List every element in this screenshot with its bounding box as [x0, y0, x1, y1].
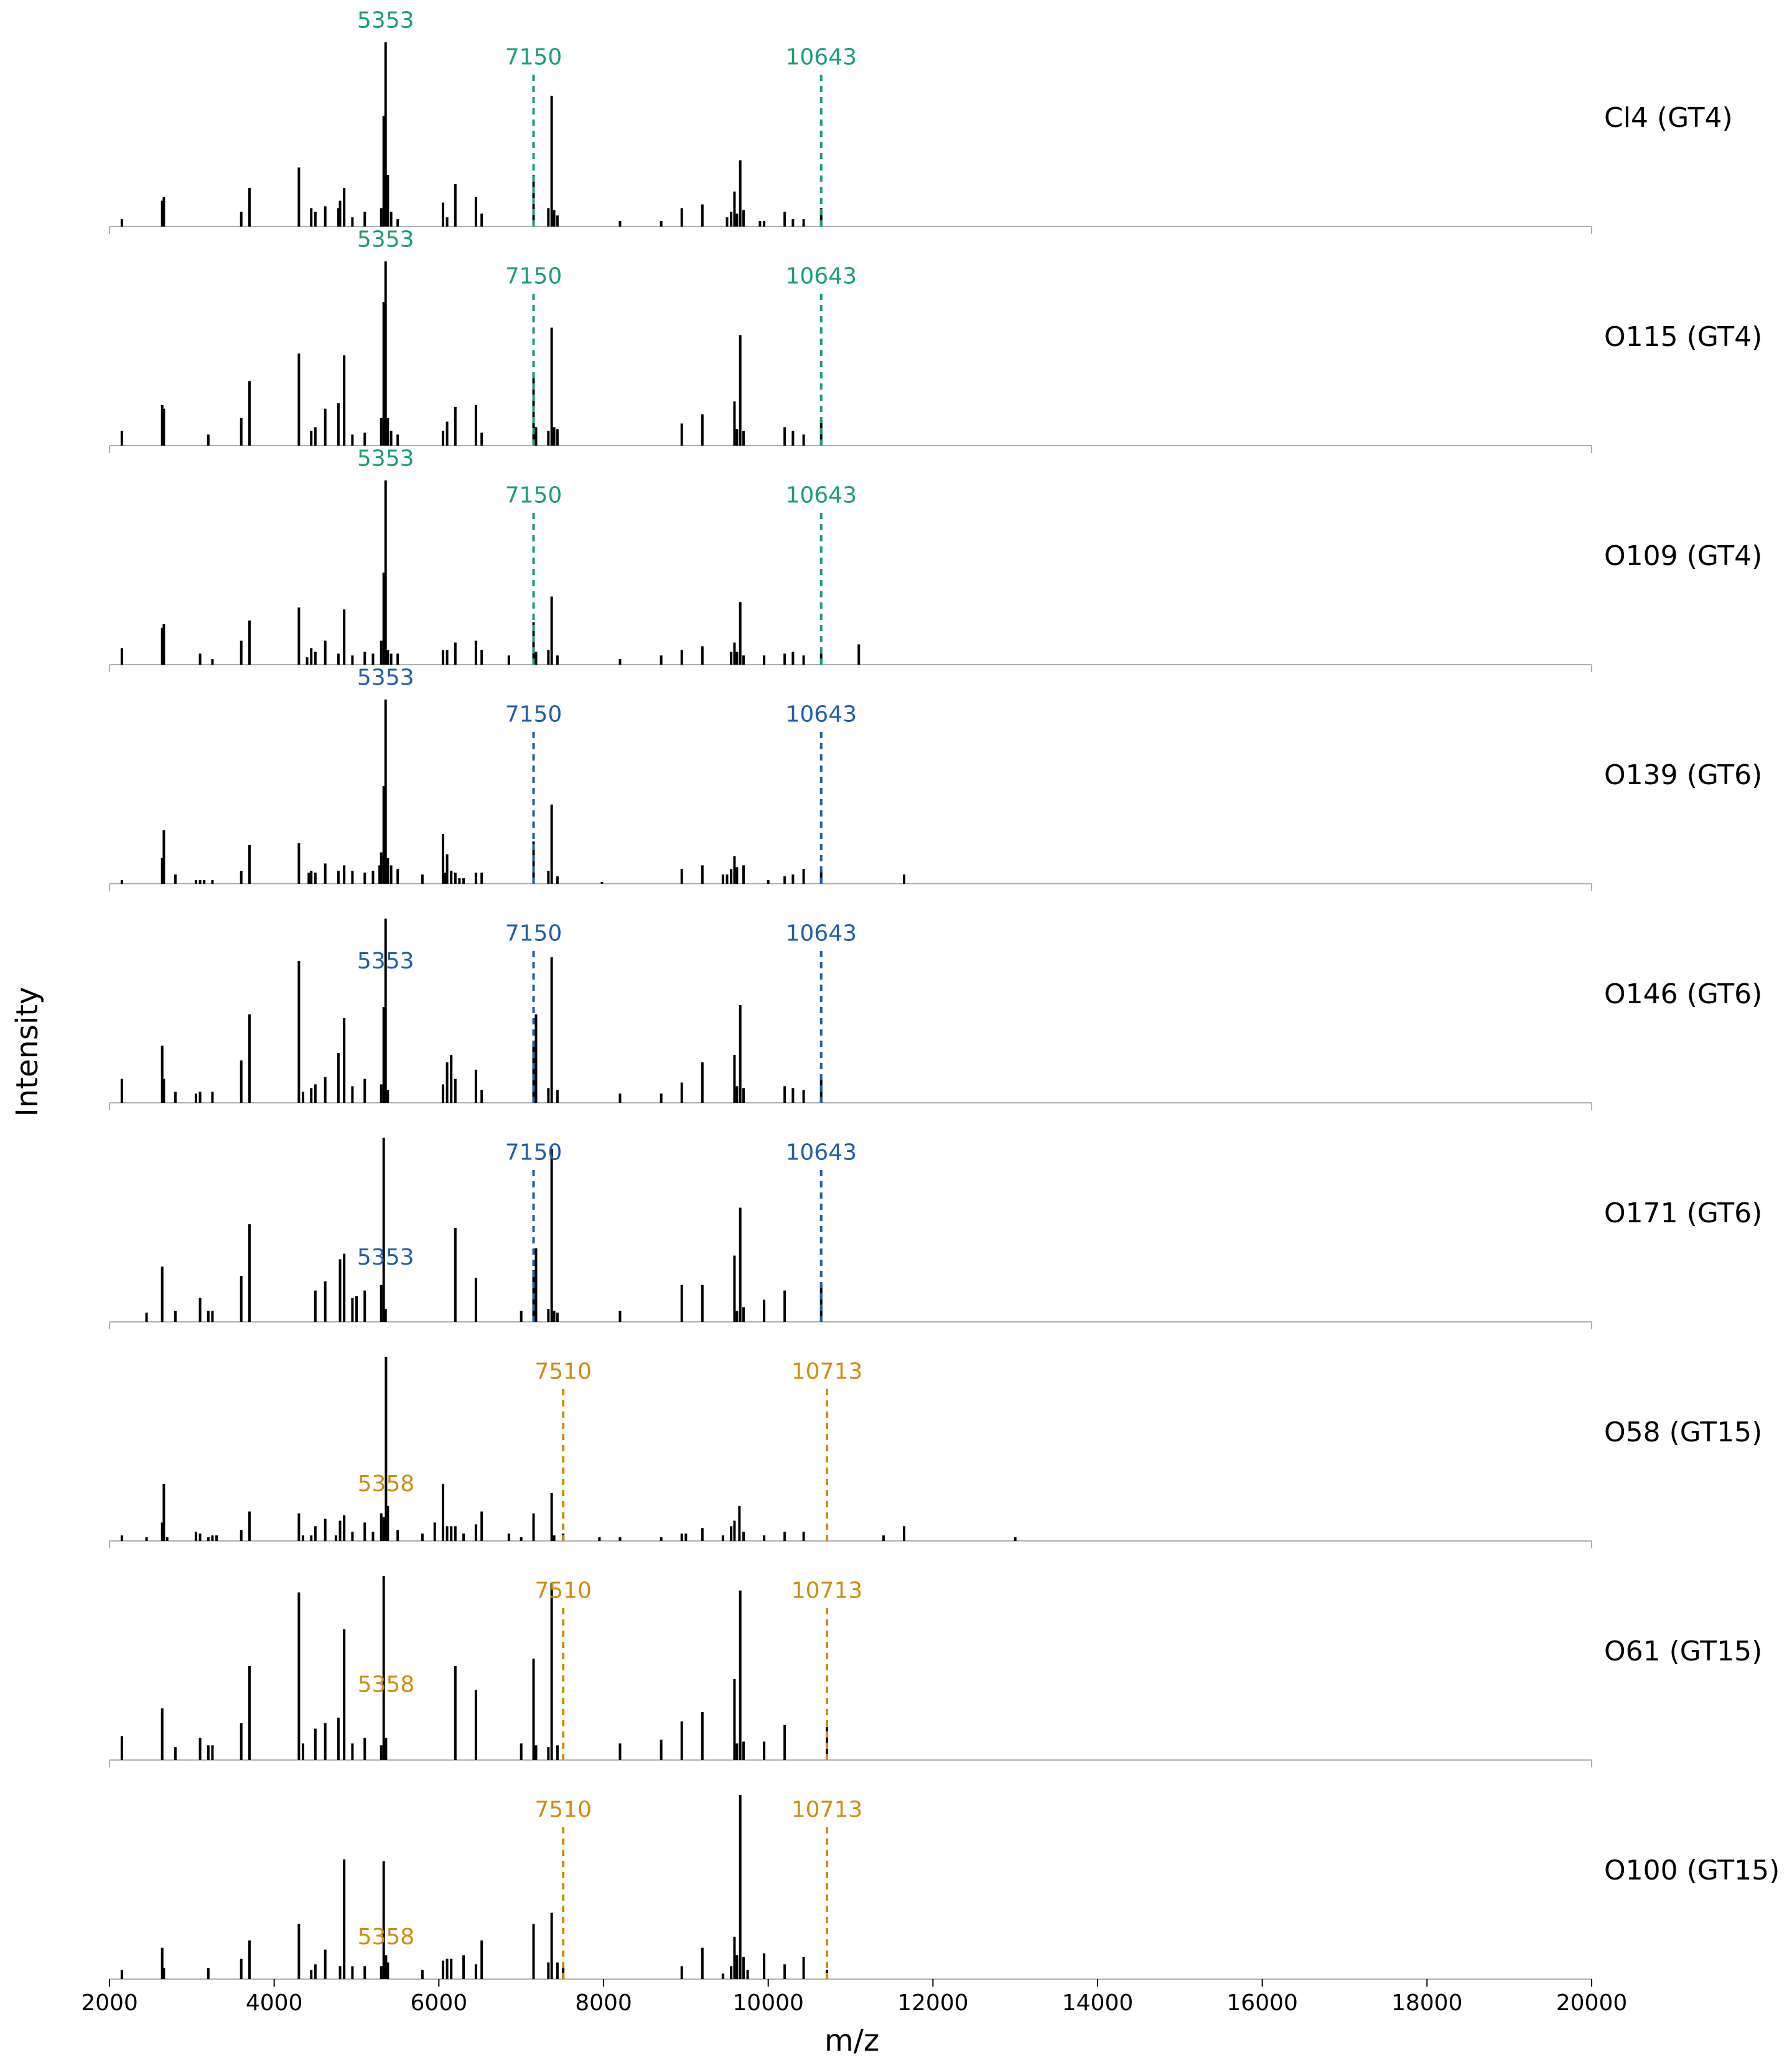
x-tick-label: 8000 [575, 1990, 632, 2016]
marker-label: 10643 [785, 483, 857, 508]
marker-label: 10643 [785, 264, 857, 289]
panel-label: O100 (GT15) [1604, 1855, 1780, 1886]
panel-label: O146 (GT6) [1604, 978, 1762, 1010]
marker-label: 5358 [358, 1672, 415, 1697]
x-axis: 2000 4000 6000 8000 10000 12000 14000 16000 1800… [81, 1979, 1627, 2016]
x-tick-label: 20000 [1556, 1990, 1628, 2016]
x-tick-label: 2000 [81, 1990, 138, 2016]
marker-label: 5353 [357, 7, 414, 33]
x-tick-label: 10000 [732, 1990, 804, 2016]
spectrum-panel: 5353 7150 10643 O115 (GT4) [109, 227, 1762, 453]
x-tick-label: 12000 [897, 1990, 969, 2016]
y-axis-title: Intensity [10, 987, 45, 1117]
marker-label: 7150 [505, 702, 562, 728]
x-tick-label: 14000 [1062, 1990, 1134, 2016]
panel-label: O61 (GT15) [1604, 1636, 1762, 1667]
marker-label: 10713 [791, 1578, 863, 1604]
marker-label: 10713 [791, 1797, 863, 1823]
panel-label: O139 (GT6) [1604, 759, 1762, 791]
spectrum-panel: 5353 7150 10643 O109 (GT4) [109, 446, 1762, 672]
x-axis-title: m/z [824, 2023, 879, 2058]
marker-label: 10713 [791, 1359, 863, 1385]
marker-label: 7150 [505, 45, 562, 70]
marker-label: 7510 [534, 1359, 592, 1385]
x-tick-label: 18000 [1391, 1990, 1463, 2016]
marker-label: 10643 [785, 45, 857, 70]
marker-label: 5353 [357, 446, 414, 471]
marker-label: 7150 [505, 921, 562, 947]
spectrum-panel: 5353 7150 10643 O139 (GT6) [109, 665, 1762, 891]
spectrum-panel: 5358 7510 10713 O100 (GT15) [109, 1795, 1780, 1987]
spectrum-panel: 5353 7150 10643 O171 (GT6) [109, 1138, 1762, 1329]
spectrum-panel: 5358 7510 10713 O58 (GT15) [109, 1357, 1762, 1548]
marker-label: 5358 [358, 1471, 415, 1497]
marker-label: 7150 [505, 483, 562, 508]
marker-label: 5353 [357, 948, 414, 974]
x-tick-label: 16000 [1226, 1990, 1298, 2016]
spectrum-panel: 5353 7150 10643 Cl4 (GT4) [109, 7, 1733, 234]
spectrum-panel: 5358 7510 10713 O61 (GT15) [109, 1576, 1762, 1767]
panel-label: Cl4 (GT4) [1604, 102, 1733, 134]
marker-label: 5353 [357, 1245, 414, 1270]
marker-label: 5353 [357, 665, 414, 690]
x-tick-label: 4000 [246, 1990, 303, 2016]
marker-label: 7510 [534, 1578, 592, 1604]
spectrum-panel: 5353 7150 10643 O146 (GT6) [109, 919, 1762, 1110]
x-tick-label: 6000 [411, 1990, 468, 2016]
marker-label: 5358 [358, 1924, 415, 1950]
marker-label: 5353 [357, 227, 414, 252]
panel-label: O171 (GT6) [1604, 1197, 1762, 1229]
spectra-panels: 5353 7150 10643 Cl4 (GT4) 5353 7150 10643 O115 … [109, 7, 1780, 1987]
marker-label: 7510 [534, 1797, 592, 1823]
marker-label: 7150 [505, 1140, 562, 1166]
marker-label: 10643 [785, 921, 857, 947]
marker-label: 10643 [785, 1140, 857, 1166]
panel-label: O115 (GT4) [1604, 321, 1762, 353]
panel-label: O58 (GT15) [1604, 1416, 1762, 1448]
marker-label: 7150 [505, 264, 562, 289]
marker-label: 10643 [785, 702, 857, 728]
panel-label: O109 (GT4) [1604, 540, 1762, 572]
